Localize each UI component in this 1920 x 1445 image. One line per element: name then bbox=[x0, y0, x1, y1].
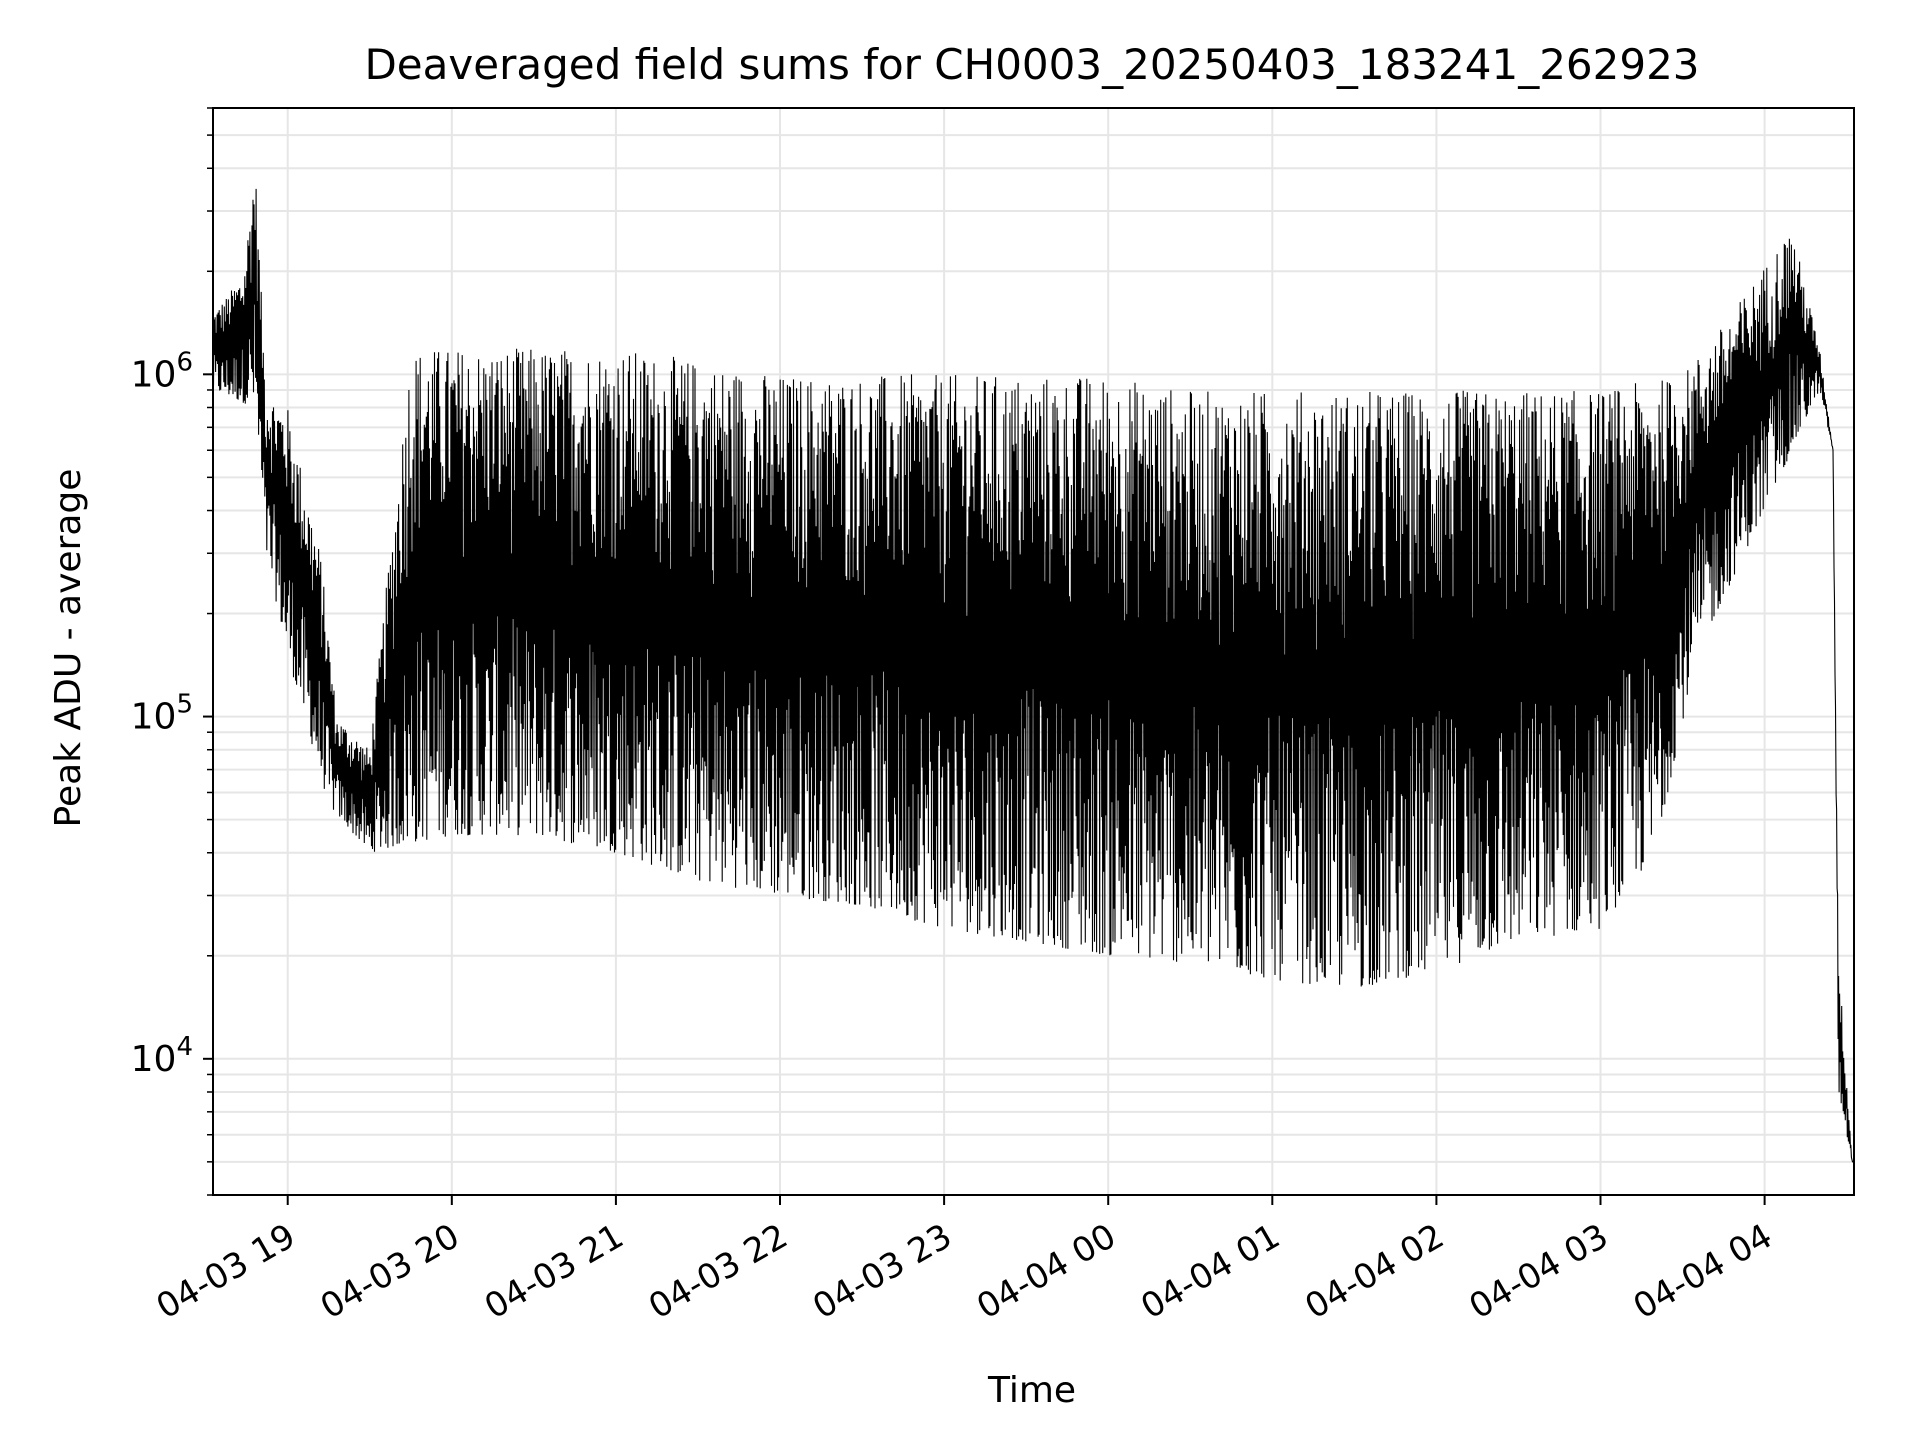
y-axis-label: Peak ADU - average bbox=[48, 469, 89, 828]
plot-frame bbox=[212, 107, 1855, 1196]
y-tick-label: 105 bbox=[131, 690, 193, 738]
y-tick-label: 104 bbox=[131, 1032, 193, 1080]
y-tick-label: 106 bbox=[131, 347, 193, 395]
data-layer bbox=[212, 188, 1854, 1163]
x-axis-label: Time bbox=[987, 1370, 1076, 1411]
chart-title: Deaveraged field sums for CH0003_2025040… bbox=[364, 40, 1699, 89]
series-line bbox=[212, 188, 1854, 1163]
